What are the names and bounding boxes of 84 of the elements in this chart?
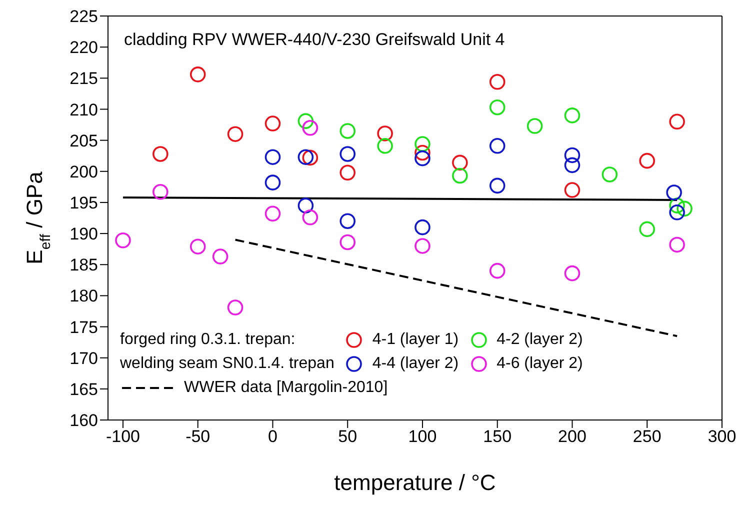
y-tick-label: 200	[70, 162, 98, 182]
point	[676, 200, 692, 217]
y-tick-label: 205	[70, 131, 98, 150]
legend-label: 4-1 (layer 1)	[372, 330, 459, 350]
point	[264, 149, 281, 165]
point	[564, 265, 580, 282]
point	[489, 99, 506, 116]
y-tick-label: 225	[70, 7, 98, 26]
point	[340, 146, 356, 162]
point	[377, 138, 393, 154]
y-tick-label: 210	[70, 100, 98, 120]
x-tick-label: 250	[632, 427, 662, 446]
point	[489, 262, 506, 279]
point	[115, 232, 131, 248]
point	[414, 219, 430, 236]
x-tick-label: 300	[708, 427, 736, 446]
y-tick-label: 165	[70, 380, 98, 399]
point	[564, 182, 580, 198]
point	[414, 136, 430, 152]
x-tick-label: -50	[186, 427, 210, 446]
y-tick-label: 175	[70, 318, 98, 337]
point	[190, 66, 206, 82]
y-tick-label: 185	[70, 256, 98, 275]
point	[264, 206, 281, 222]
y-tick-label: 195	[70, 193, 98, 212]
point	[489, 74, 506, 90]
legend-label: 4-2 (layer 2)	[496, 330, 583, 350]
point	[340, 213, 356, 230]
x-tick-label: 150	[483, 427, 512, 446]
point	[669, 204, 685, 220]
x-axis-title: temperature / °C	[334, 470, 496, 495]
y-tick-label: 160	[70, 411, 98, 430]
y-tick-label: 220	[70, 38, 98, 58]
point	[377, 126, 393, 142]
x-tick-label: 0	[268, 427, 278, 446]
point	[340, 164, 356, 181]
point	[298, 198, 314, 214]
point	[639, 152, 656, 169]
point	[669, 236, 685, 253]
point	[302, 150, 318, 166]
point	[414, 238, 430, 254]
y-tick-label: 190	[70, 224, 98, 244]
point	[489, 138, 506, 154]
point	[414, 150, 430, 166]
annotation: forged ring 0.3.1. trepan:	[120, 330, 296, 350]
annotation: cladding RPV WWER-440/V-230 Greifswald Unit 4	[124, 30, 505, 50]
point	[564, 157, 580, 174]
point	[452, 168, 468, 184]
point	[298, 113, 314, 129]
point	[669, 114, 685, 130]
point	[526, 118, 543, 134]
point	[190, 238, 206, 254]
legend-label: WWER data [Margolin-2010]	[184, 378, 388, 398]
point	[452, 154, 468, 171]
point	[666, 184, 682, 200]
point	[227, 300, 244, 316]
point	[639, 221, 656, 238]
point	[414, 144, 430, 161]
y-tick-label: 215	[70, 69, 98, 88]
point	[264, 174, 281, 190]
point	[302, 209, 318, 226]
point	[264, 116, 281, 132]
point	[340, 234, 356, 250]
point	[227, 126, 244, 142]
x-tick-label: 100	[408, 427, 437, 446]
point	[340, 123, 356, 139]
point	[564, 147, 580, 164]
point	[298, 149, 314, 165]
y-tick-label: 170	[70, 348, 98, 368]
legend-label: 4-4 (layer 2)	[372, 354, 459, 374]
x-tick-label: -100	[106, 427, 140, 446]
x-tick-label: 50	[338, 427, 358, 446]
point	[669, 198, 685, 214]
point	[564, 108, 580, 124]
point	[602, 166, 618, 182]
x-tick-label: 200	[558, 427, 586, 446]
annotation: welding seam SN0.1.4. trepan	[120, 354, 334, 374]
y-tick-label: 180	[70, 286, 98, 306]
point	[152, 146, 168, 162]
point	[302, 120, 318, 136]
point	[212, 248, 228, 264]
point	[489, 178, 506, 194]
legend-label: 4-6 (layer 2)	[496, 354, 583, 374]
point	[152, 184, 168, 200]
